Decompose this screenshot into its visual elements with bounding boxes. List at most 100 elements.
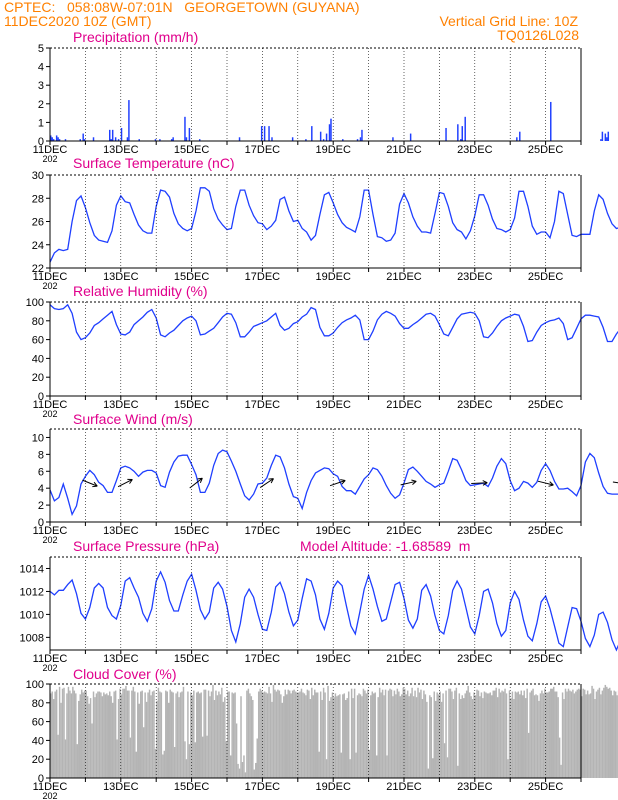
- cloud-cover-bar: [355, 752, 357, 778]
- cloud-cover-bar: [85, 690, 87, 778]
- cloud-cover-bar: [523, 690, 525, 778]
- cloud-cover-bar: [381, 689, 384, 778]
- cloud-cover-bar: [575, 691, 577, 778]
- y-tick-label: 5: [38, 43, 44, 55]
- cloud-cover-bar: [103, 692, 105, 778]
- x-tick-label: 13DEC: [103, 525, 139, 537]
- cloud-cover-bar: [483, 691, 486, 778]
- precipitation-bar: [392, 137, 394, 141]
- precipitation-bar: [356, 139, 359, 141]
- cloud-cover-bar: [165, 690, 167, 778]
- precipitation-bar: [159, 139, 161, 141]
- cloud-cover-bar: [502, 691, 505, 778]
- x-tick-label: 21DEC: [386, 781, 422, 793]
- cloud-cover-bar: [550, 688, 552, 778]
- cloud-cover-bar: [572, 689, 574, 778]
- cloud-cover-bar: [516, 692, 518, 778]
- cloud-cover-bar: [592, 688, 595, 778]
- cloud-cover-bar: [88, 703, 90, 778]
- precipitation-bar: [516, 137, 518, 141]
- cloud-cover-bar: [318, 751, 320, 778]
- cloud-cover-bar: [266, 693, 269, 778]
- cloud-cover-bar: [98, 691, 101, 778]
- cloud-cover-bar: [409, 693, 412, 778]
- cloud-cover-bar: [597, 689, 599, 778]
- x-tick-label: 25DEC: [528, 399, 564, 411]
- plot-frame: [49, 48, 582, 142]
- x-tick-label: 19DEC: [315, 525, 351, 537]
- x-tick-label: 11DEC: [33, 144, 68, 156]
- x-tick-label: 17DEC: [245, 653, 281, 665]
- cloud-cover-bar: [70, 693, 73, 778]
- cloud-cover-bar: [576, 689, 579, 778]
- cloud-cover-bar: [185, 759, 188, 778]
- cloud-cover-bar: [430, 697, 433, 778]
- cloud-cover-bar: [299, 691, 301, 778]
- header-grid-note: Vertical Grid Line: 10Z: [439, 13, 578, 29]
- cloud-cover-bar: [325, 759, 328, 778]
- cloud-cover-bar: [206, 735, 208, 778]
- x-tick-label: 15DEC: [174, 653, 210, 665]
- cloud-cover-bar: [551, 688, 553, 778]
- cloud-cover-bar: [371, 691, 374, 778]
- cloud-cover-bar: [154, 748, 157, 778]
- precipitation-bar: [58, 139, 61, 141]
- cloud-cover-bar: [406, 690, 409, 778]
- precipitation-bar: [342, 139, 344, 141]
- cloud-cover-bar: [119, 688, 121, 778]
- cloud-cover-bar: [79, 694, 81, 778]
- cloud-cover-bar: [457, 765, 459, 778]
- cloud-cover-bar: [359, 694, 362, 778]
- cloud-cover-bar: [595, 691, 598, 778]
- cloud-cover-bar: [346, 698, 348, 778]
- cloud-cover-bar: [554, 691, 556, 778]
- cloud-cover-bar: [560, 764, 562, 778]
- cloud-cover-bar: [255, 762, 257, 778]
- x-year-stub: 202: [42, 663, 57, 673]
- cloud-cover-bar: [162, 754, 164, 778]
- cloud-cover-bar: [286, 694, 288, 778]
- y-tick-label: 60: [32, 717, 44, 729]
- cloud-cover-bar: [402, 687, 404, 778]
- cloud-cover-bar: [404, 688, 406, 778]
- cloud-cover-bar: [76, 744, 79, 778]
- precipitation-bar: [600, 139, 602, 141]
- cloud-cover-bar: [486, 693, 489, 778]
- panel-surface-temperature: 22 24 26 28 30 Surface Temperature (nC) 11DE…: [32, 155, 618, 291]
- y-tick-label: 22: [32, 263, 44, 275]
- cloud-cover-bar: [558, 737, 561, 778]
- precipitation-bar: [109, 129, 111, 141]
- precipitation-bar: [117, 139, 120, 141]
- cloud-cover-bar: [314, 689, 316, 778]
- cloud-cover-bar: [476, 689, 478, 778]
- plot-frame: [49, 684, 582, 779]
- cloud-cover-bar: [250, 696, 253, 778]
- y-tick-label: 80: [32, 316, 44, 328]
- cloud-cover-bar: [67, 686, 70, 778]
- cloud-cover-bar: [507, 759, 509, 778]
- cloud-cover-bar: [72, 686, 74, 778]
- y-tick-label: 26: [32, 217, 44, 229]
- cloud-cover-bar: [319, 691, 322, 778]
- wind-arrow: [400, 479, 417, 486]
- cloud-cover-bar: [384, 689, 387, 778]
- x-tick-label: 11DEC: [33, 525, 68, 537]
- cloud-cover-bar: [401, 694, 403, 778]
- panel-surface-wind: 0 2 4 6 8 10 Surface Wind (m/s) 11DEC 13DEC 15D…: [32, 411, 618, 545]
- cloud-cover-bar: [135, 751, 138, 778]
- cloud-cover-bar: [370, 695, 372, 778]
- cloud-cover-bar: [452, 699, 455, 778]
- cloud-cover-bar: [131, 690, 133, 778]
- cloud-cover-bar: [227, 691, 229, 778]
- cloud-cover-bar: [579, 689, 581, 778]
- x-tick-label: 17DEC: [245, 144, 281, 156]
- x-tick-label: 17DEC: [245, 525, 281, 537]
- cloud-cover-bar: [281, 702, 284, 778]
- precipitation-bar: [50, 135, 52, 141]
- precipitation-bar: [305, 139, 307, 141]
- cloud-cover-bar: [92, 691, 95, 778]
- cloud-cover-bar: [216, 695, 219, 778]
- cloud-cover-bar: [148, 689, 151, 778]
- cloud-cover-bar: [284, 689, 286, 778]
- cloud-cover-bar: [232, 693, 235, 778]
